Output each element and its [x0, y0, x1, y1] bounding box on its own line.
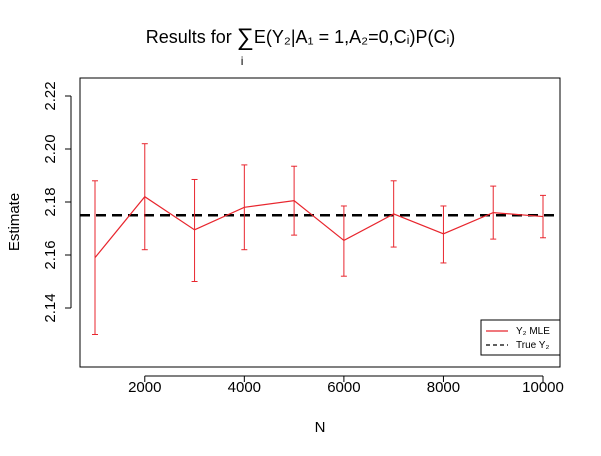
title-body: E(Y₂|A₁ = 1,A₂=0,Cᵢ)P(Cᵢ)	[253, 27, 456, 47]
y-tick-label-0: 2.14	[42, 293, 59, 322]
legend-box	[480, 319, 561, 356]
x-tick-label-10000: 10000	[522, 379, 564, 396]
legend: Y₂ MLE True Y₂	[480, 319, 561, 356]
x-tick-label-4000: 4000	[228, 379, 261, 396]
y-tick-label-1: 2.16	[42, 240, 59, 269]
y-tick-label-4: 2.22	[42, 81, 59, 110]
y-axis-label: Estimate	[6, 193, 23, 251]
legend-label-mle: Y₂ MLE	[516, 326, 550, 337]
x-tick-label-6000: 6000	[327, 379, 360, 396]
plot-area-frame	[79, 77, 561, 368]
chart-title: Results for ∑ i E(Y₂|A₁ = 1,A₂=0,Cᵢ)P(Cᵢ)	[0, 0, 601, 70]
error-bars	[92, 143, 546, 335]
title-prefix: Results for	[145, 27, 237, 47]
x-tick-label-2000: 2000	[128, 379, 161, 396]
axes: 2000 4000 6000 8000 10000 2.14 2.16 2.18 2.20 2.2…	[42, 81, 564, 396]
x-tick-label-8000: 8000	[427, 379, 460, 396]
mle-line	[94, 195, 544, 259]
y-tick-label-3: 2.20	[42, 134, 59, 163]
title-sigma-sub: i	[240, 54, 244, 68]
x-axis-label: N	[315, 419, 326, 436]
title-sigma: ∑	[236, 24, 254, 51]
legend-label-true: True Y₂	[516, 340, 549, 351]
y-tick-label-2: 2.18	[42, 187, 59, 216]
mle-series	[94, 195, 544, 259]
